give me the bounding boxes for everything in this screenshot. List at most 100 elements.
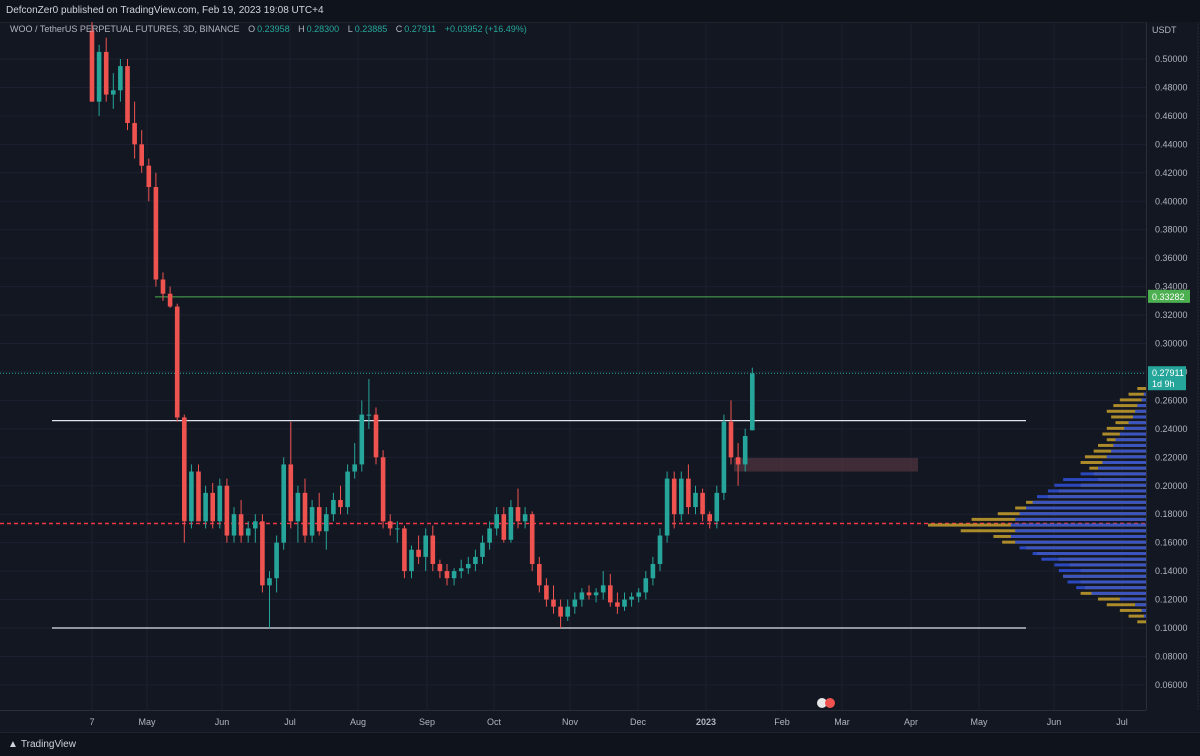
candle-body (735, 457, 741, 465)
volume-profile-bar-up (1115, 438, 1146, 442)
candle-body (458, 568, 464, 572)
candle-body (451, 571, 457, 579)
price-tick-label: 0.40000 (1155, 196, 1188, 206)
candle-body (103, 51, 109, 95)
price-tick-label: 0.44000 (1155, 139, 1188, 149)
price-axis[interactable]: 0.50000 0.48000 0.46000 0.44000 0.42000 0.400… (1146, 21, 1200, 710)
candle-body (430, 535, 436, 564)
candle-body (274, 542, 279, 579)
event-flag-icon (817, 698, 827, 708)
volume-profile-bar-up (1132, 415, 1146, 419)
volume-profile-bar-up (1063, 478, 1146, 482)
candle-body (721, 421, 727, 493)
candle-body (395, 528, 400, 530)
candle-body (565, 606, 570, 617)
candle-body (657, 535, 663, 564)
candle-body (544, 585, 549, 600)
open-value: 0.23958 (257, 24, 290, 34)
volume-profile-bar-up (1076, 586, 1146, 590)
price-tick-label: 0.08000 (1155, 651, 1188, 661)
price-tick-label: 0.22000 (1155, 452, 1188, 462)
time-tick-label: 7 (89, 717, 94, 727)
time-tick-label: Apr (904, 717, 918, 727)
time-tick-label: Sep (419, 717, 435, 727)
last-price-label: 0.27911 (1152, 368, 1184, 378)
price-tick-label: 0.32000 (1155, 310, 1188, 320)
resistance-price-label: 0.33282 (1152, 292, 1185, 302)
footer: ▲ TradingView (0, 732, 1200, 756)
candle-body (671, 478, 677, 515)
candle-body (416, 549, 421, 557)
candle-body (231, 514, 237, 536)
price-tick-label: 0.20000 (1155, 481, 1188, 491)
candle-body (700, 492, 705, 515)
chart-area[interactable] (0, 16, 1146, 710)
candle-body (295, 492, 301, 522)
candle-body (196, 471, 201, 522)
price-tick-label: 0.42000 (1155, 168, 1188, 178)
time-tick-label: Feb (774, 717, 790, 727)
volume-profile-bar-up (1037, 495, 1146, 499)
candle-body (189, 471, 194, 522)
price-tick-label: 0.38000 (1155, 225, 1188, 235)
candle-body (139, 144, 144, 166)
tradingview-logo[interactable]: ▲ TradingView (8, 739, 76, 750)
time-tick-label: 2023 (696, 717, 716, 727)
candle-body (522, 514, 528, 522)
currency-label: USDT (1152, 25, 1177, 35)
candle-body (288, 464, 294, 522)
candle-body (338, 499, 343, 508)
candle-body (636, 592, 641, 597)
volume-profile-bar-up (1124, 426, 1146, 430)
candle-body (501, 514, 507, 540)
candle-body (558, 606, 563, 617)
volume-profile-bar-up (1010, 534, 1146, 538)
candle-body (529, 514, 535, 564)
volume-profile-bar-up (1135, 409, 1146, 413)
volume-profile-bar-up (1041, 557, 1146, 561)
time-tick-label: Mar (834, 717, 850, 727)
candle-body (423, 535, 428, 557)
candle-body (217, 485, 223, 522)
volume-profile-bar-up (1026, 506, 1146, 510)
price-axis-svg: 0.50000 0.48000 0.46000 0.44000 0.42000 0.400… (1148, 21, 1199, 710)
volume-profile-bar-up (1054, 483, 1146, 487)
volume-profile-bar-up (1015, 517, 1146, 521)
volume-profile-bar-up (1010, 523, 1146, 527)
volume-profile-bar-down (1137, 620, 1146, 624)
candle-body (89, 30, 95, 102)
candle-body (238, 514, 244, 536)
price-tick-label: 0.12000 (1155, 595, 1188, 605)
candle-body (125, 66, 130, 124)
volume-profile-bar-up (1098, 466, 1146, 470)
time-axis[interactable]: 7 May Jun Jul Aug Sep Oct Nov Dec 2023 Feb Mar Apr Ma… (0, 710, 1146, 733)
candle-body (466, 563, 471, 569)
volume-profile-bar-up (1106, 455, 1146, 459)
volume-profile-bar-down (1128, 614, 1146, 618)
price-tick-label: 0.24000 (1155, 424, 1188, 434)
candle-body (679, 478, 684, 515)
volume-profile-bar-up (1143, 614, 1146, 618)
price-chart[interactable] (0, 16, 1146, 710)
volume-profile-bar-up (1015, 529, 1146, 533)
price-tick-label: 0.50000 (1155, 54, 1188, 64)
candle-body (153, 187, 159, 280)
candle-body (309, 507, 315, 536)
candle-body (650, 563, 656, 579)
volume-profile-bar-up (1135, 603, 1146, 607)
volume-profile-bar-up (1019, 512, 1146, 516)
candle-body (409, 549, 414, 572)
volume-profile-bar-down (1128, 392, 1146, 396)
volume-profile-bar-up (1063, 574, 1146, 578)
candle-body (387, 521, 393, 529)
volume-profile-bar-up (1019, 546, 1146, 550)
volume-profile-bar-up (1015, 540, 1146, 544)
candle-body (160, 279, 166, 294)
last-price-badge (1148, 366, 1186, 391)
time-tick-label: May (138, 717, 156, 727)
candle-body (728, 421, 734, 458)
volume-profile-bar-up (1032, 500, 1146, 504)
publish-header: DefconZer0 published on TradingView.com,… (0, 0, 1200, 23)
price-tick-label: 0.14000 (1155, 566, 1188, 576)
volume-profile-bar-down (1106, 603, 1146, 607)
